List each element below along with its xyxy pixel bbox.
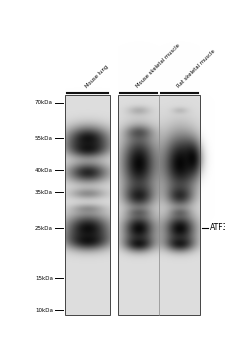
Text: Mouse lung: Mouse lung	[84, 64, 109, 89]
Text: 40kDa: 40kDa	[35, 168, 53, 173]
Text: 55kDa: 55kDa	[35, 135, 53, 140]
Text: 35kDa: 35kDa	[35, 189, 53, 195]
Text: 10kDa: 10kDa	[35, 308, 53, 313]
Text: Rat skeletal muscle: Rat skeletal muscle	[176, 49, 216, 89]
Bar	[65, 95, 110, 315]
Text: 70kDa: 70kDa	[35, 100, 53, 105]
Text: ATF3: ATF3	[210, 224, 225, 232]
Text: 25kDa: 25kDa	[35, 225, 53, 231]
Bar	[118, 95, 200, 315]
Text: Mouse skeletal muscle: Mouse skeletal muscle	[135, 43, 181, 89]
Text: 15kDa: 15kDa	[35, 275, 53, 280]
